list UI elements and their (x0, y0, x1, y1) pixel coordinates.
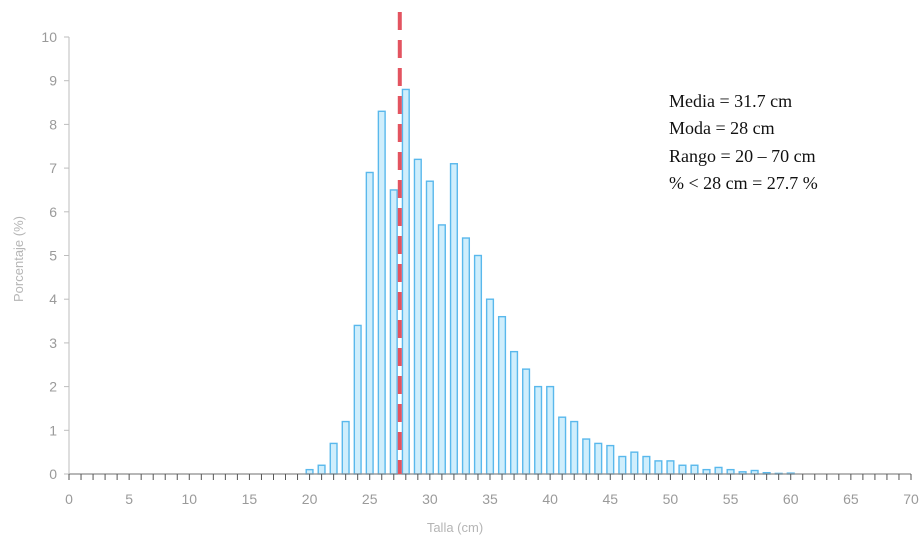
y-tick-label: 2 (49, 379, 57, 395)
stats-annotation: Media = 31.7 cm Moda = 28 cm Rango = 20 … (669, 91, 818, 193)
histogram-bar (690, 464, 699, 475)
x-tick-label: 25 (362, 491, 378, 507)
histogram-bar (461, 237, 471, 475)
histogram-bar (618, 455, 627, 475)
annotation-percent-below: % < 28 cm = 27.7 % (669, 173, 818, 193)
x-tick-label: 65 (843, 491, 859, 507)
y-tick-label: 3 (49, 335, 57, 351)
histogram-bar (546, 385, 555, 475)
histogram-bar (642, 455, 651, 475)
annotation-moda: Moda = 28 cm (669, 118, 775, 138)
histogram-bar (726, 468, 735, 475)
x-tick-label: 50 (663, 491, 679, 507)
annotation-rango: Rango = 20 – 70 cm (669, 146, 816, 166)
x-tick-label: 30 (422, 491, 438, 507)
x-tick-label: 15 (242, 491, 258, 507)
y-tick-label: 6 (49, 204, 57, 220)
x-tick-label: 45 (602, 491, 618, 507)
x-tick-label: 0 (65, 491, 73, 507)
histogram-bar (305, 468, 314, 475)
x-tick-label: 55 (723, 491, 739, 507)
y-axis-title: Porcentaje (%) (11, 216, 26, 302)
histogram-bar (425, 180, 434, 475)
y-tick-label: 10 (41, 29, 57, 45)
annotation-media: Media = 31.7 cm (669, 91, 792, 111)
histogram-bar (558, 416, 567, 475)
y-tick-label: 0 (49, 466, 57, 482)
x-axis-title: Talla (cm) (427, 520, 483, 535)
histogram-bar (654, 460, 663, 475)
histogram-bar (485, 298, 495, 475)
y-tick-label: 8 (49, 116, 57, 132)
histogram-bar (582, 438, 591, 475)
histogram-bar (509, 350, 519, 475)
histogram-bar (702, 468, 711, 475)
y-tick-label: 5 (49, 248, 57, 264)
histogram-bar (714, 466, 723, 475)
histogram-bar (353, 324, 362, 475)
histogram-bar (365, 171, 374, 475)
histogram-bar (341, 420, 350, 475)
histogram-bar (594, 442, 603, 475)
x-tick-label: 35 (482, 491, 498, 507)
histogram-bar (413, 158, 422, 475)
histogram-bar (570, 420, 579, 475)
x-tick-label: 60 (783, 491, 799, 507)
y-tick-label: 1 (49, 422, 57, 438)
histogram-bar (437, 224, 446, 475)
histogram-bar (377, 110, 386, 475)
histogram-bar (401, 88, 410, 475)
x-tick-label: 20 (302, 491, 318, 507)
histogram-bar (678, 464, 687, 475)
y-tick-label: 9 (49, 73, 57, 89)
y-tick-label: 7 (49, 160, 57, 176)
histogram-bar (497, 315, 507, 475)
x-tick-label: 5 (125, 491, 133, 507)
histogram-bar (666, 460, 675, 475)
histogram-bar (317, 464, 326, 475)
bars-layer (305, 88, 795, 475)
x-tick-label: 40 (542, 491, 558, 507)
x-tick-label: 10 (181, 491, 197, 507)
histogram-bar (473, 254, 483, 475)
histogram-bar (522, 368, 531, 475)
histogram-bar (630, 451, 639, 475)
histogram-bar (449, 163, 458, 475)
histogram-bar (329, 442, 338, 475)
histogram-bar (606, 444, 615, 475)
x-tick-label: 70 (903, 491, 919, 507)
y-tick-label: 4 (49, 291, 57, 307)
histogram-bar (389, 189, 398, 475)
histogram-bar (534, 385, 543, 475)
